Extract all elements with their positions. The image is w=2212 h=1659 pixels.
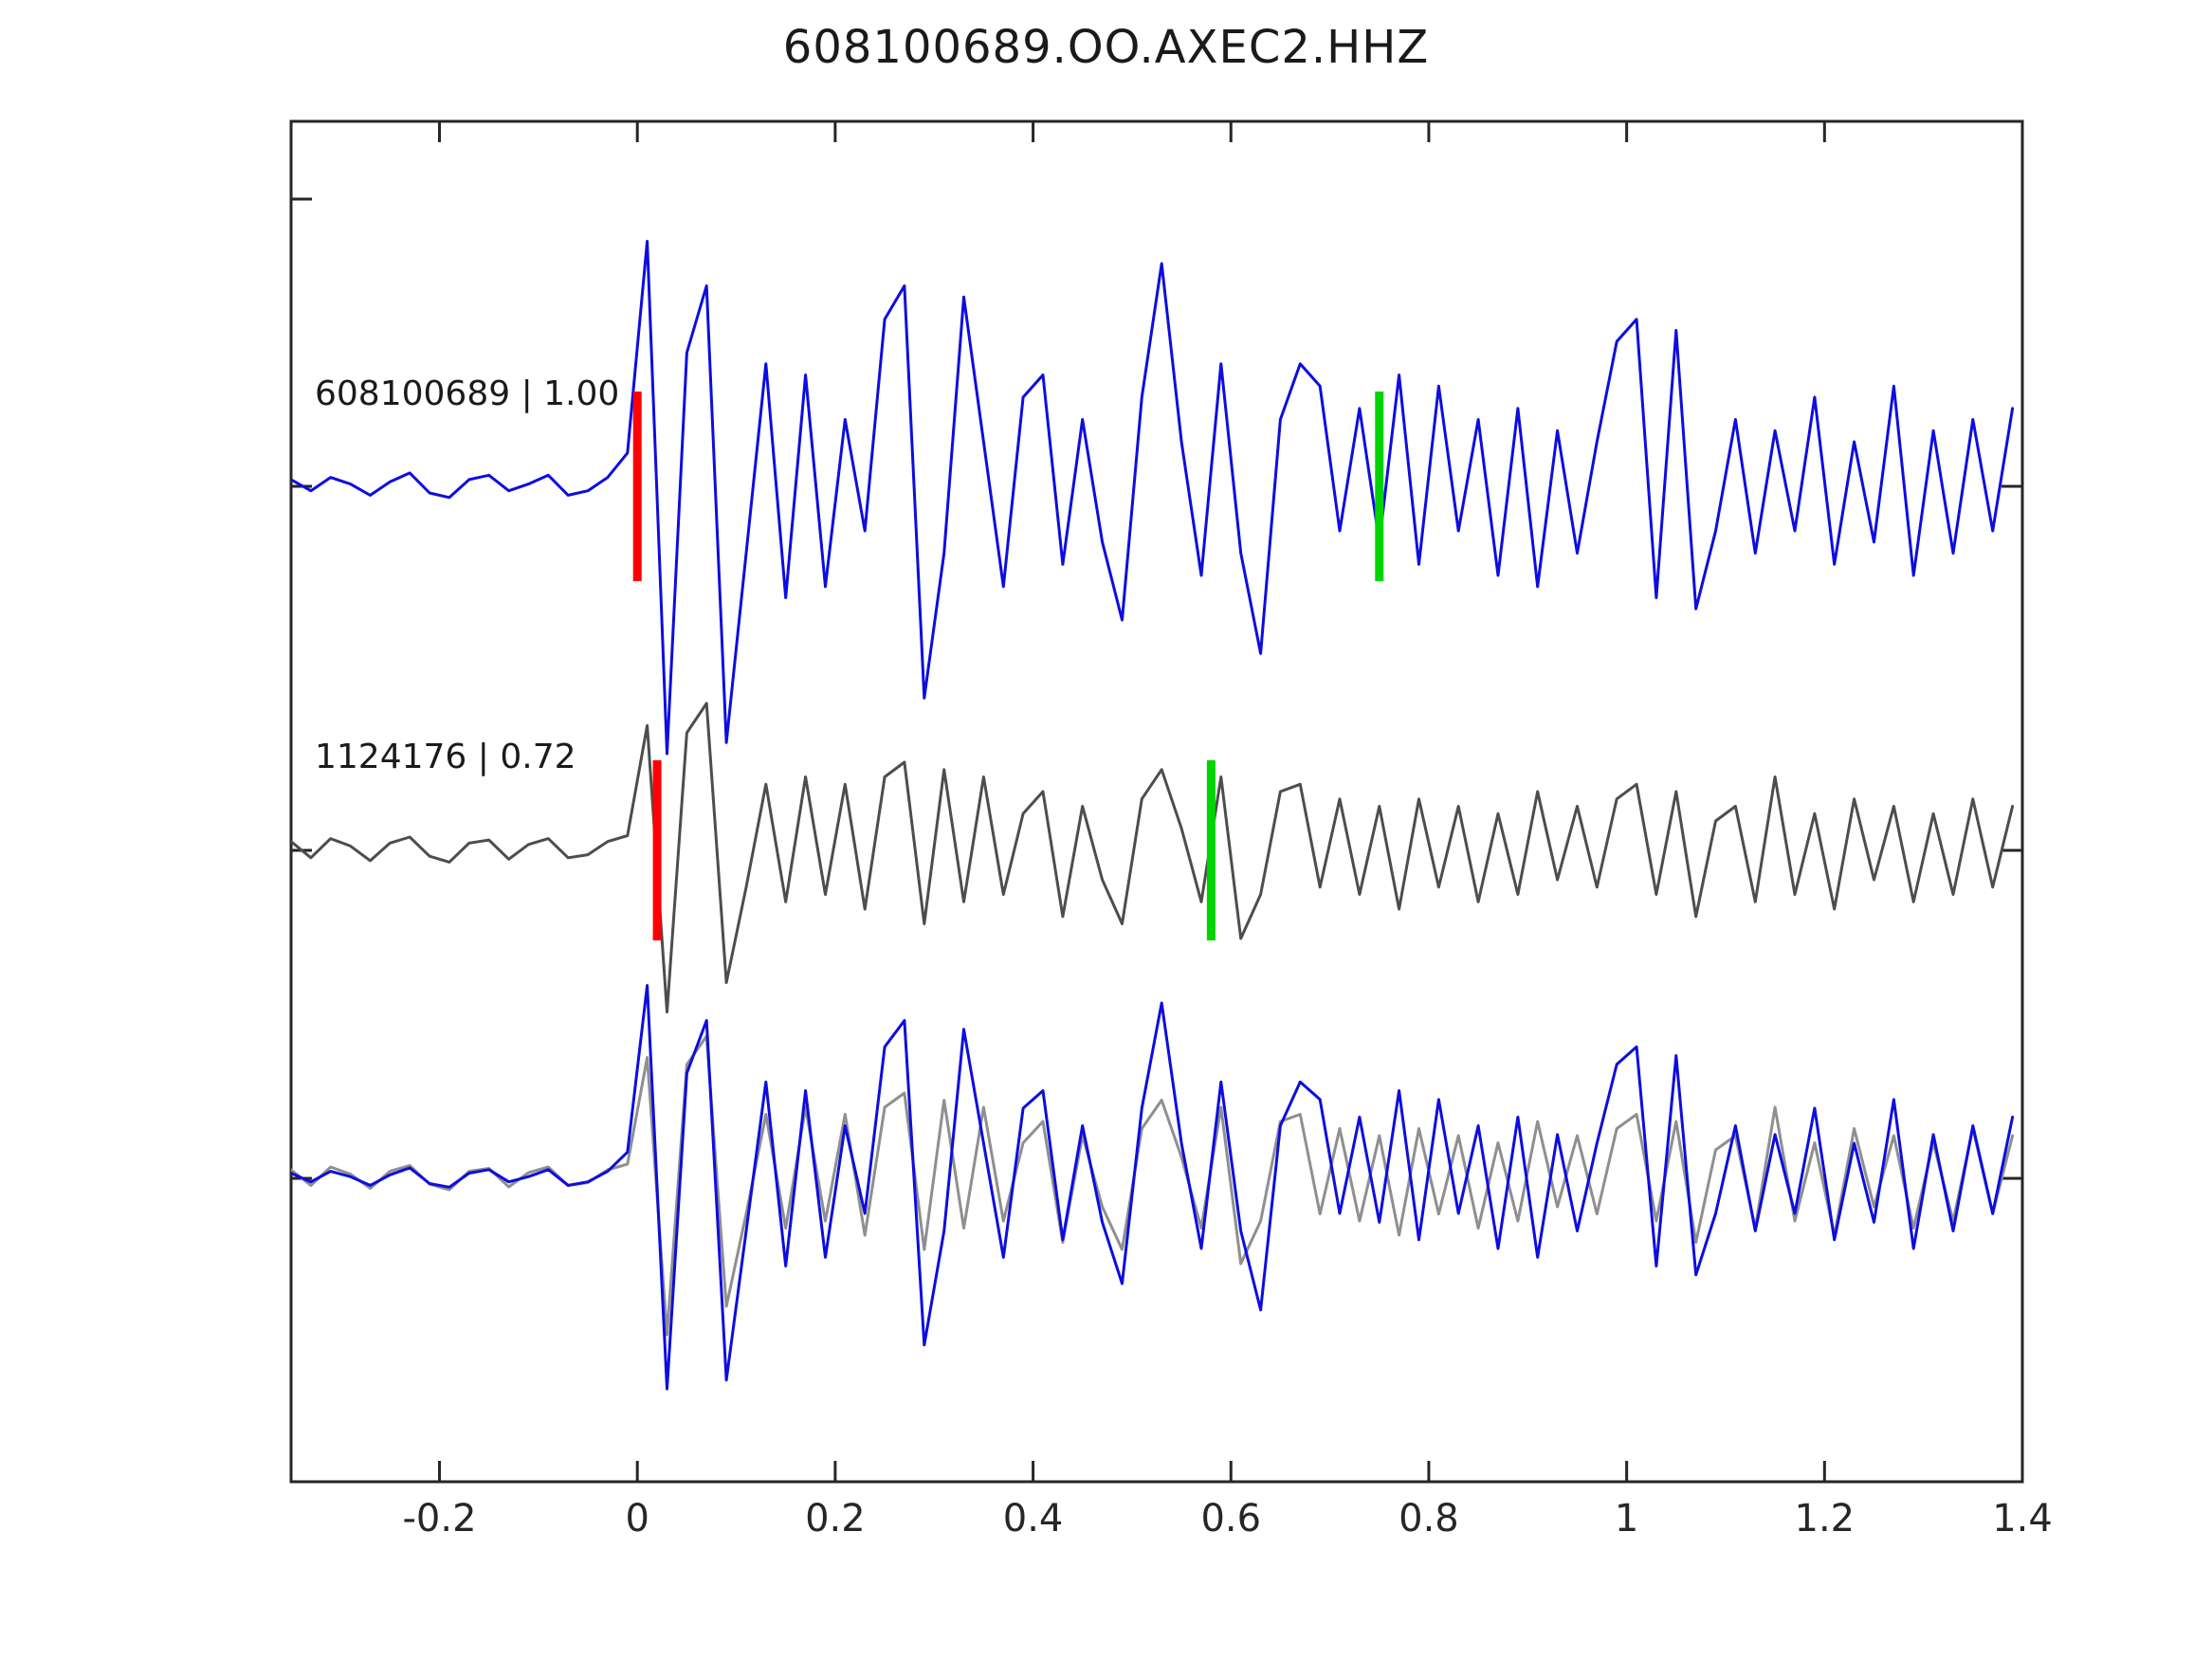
axes-box [289,119,2024,1484]
waveform-detection-row1 [291,702,2015,1013]
trace-label-template: 608100689 | 1.00 [315,374,620,413]
x-tick-label: 1.2 [1795,1497,1856,1540]
x-tick-label: 0 [625,1497,649,1540]
x-tick-label: 0.6 [1200,1497,1261,1540]
x-tick-label: 1 [1615,1497,1638,1540]
waveform-template-row0 [291,240,2015,756]
waveform-template-row2 [291,984,2015,1391]
x-tick-label: 0.4 [1003,1497,1064,1540]
chart-title: 608100689.OO.AXEC2.HHZ [782,21,1430,74]
x-tick-label: 0.2 [805,1497,866,1540]
trace-label-detection: 1124176 | 0.72 [315,738,576,776]
waveform-detection-row2 [291,1034,2015,1337]
x-tick-label: 1.4 [1992,1497,2053,1540]
x-tick-label: -0.2 [402,1497,476,1540]
x-tick-label: 0.8 [1398,1497,1459,1540]
